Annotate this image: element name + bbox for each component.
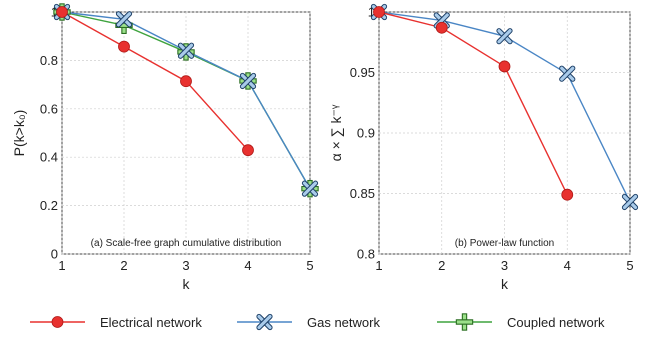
legend-item: Coupled network	[437, 313, 605, 331]
legend-marker	[256, 313, 273, 331]
y-tick-label: 0.4	[40, 150, 58, 165]
series-line-electrical-network	[378, 11, 568, 196]
y-tick-label: 0.6	[40, 101, 58, 116]
legend-marker	[51, 316, 64, 328]
x-tick-label: 1	[58, 258, 65, 273]
data-point-gas-network	[559, 65, 576, 82]
data-point-gas-network	[177, 42, 195, 59]
data-point-electrical-network	[561, 188, 574, 201]
data-point-gas-network	[239, 72, 257, 90]
legend-item: Gas network	[237, 313, 380, 331]
data-point-electrical-network	[242, 144, 254, 157]
x-tick-label: 5	[306, 258, 313, 273]
y-tick-label: 1	[368, 5, 375, 20]
chart-caption: (a) Scale-free graph cumulative distribu…	[91, 238, 282, 249]
x-axis-title: k	[183, 276, 191, 292]
legend-label: Gas network	[307, 315, 380, 330]
y-tick-label: 0.2	[40, 198, 58, 213]
data-point-electrical-network	[435, 21, 448, 34]
x-tick-label: 2	[120, 258, 127, 273]
legend: Electrical network Gas network Coupled net…	[30, 313, 605, 331]
x-tick-label: 4	[564, 258, 571, 273]
y-tick-label: 0.8	[40, 53, 58, 68]
data-point-gas-network	[301, 180, 319, 197]
legend-label: Coupled network	[507, 315, 605, 330]
y-tick-label: 0.85	[350, 186, 375, 201]
x-axis-title: k	[501, 276, 509, 292]
legend-label: Electrical network	[100, 315, 202, 330]
data-point-electrical-network	[118, 40, 130, 53]
y-tick-label: 0.9	[357, 126, 375, 141]
y-axis-title: α × ∑ k⁻ᵞ	[328, 104, 344, 161]
y-axis-title: P(k>k₀)	[11, 110, 27, 157]
x-tick-label: 1	[375, 258, 382, 273]
data-point-electrical-network	[498, 60, 511, 73]
x-tick-label: 4	[244, 258, 251, 273]
y-tick-label: 0.8	[357, 247, 375, 262]
data-point-electrical-network	[56, 6, 68, 18]
x-tick-label: 2	[438, 258, 445, 273]
x-tick-label: 3	[182, 258, 189, 273]
data-point-gas-network	[496, 28, 513, 45]
data-point-electrical-network	[180, 75, 192, 88]
legend-item: Electrical network	[30, 315, 202, 330]
chart-caption: (b) Power-law function	[455, 238, 554, 249]
series-line-electrical-network	[61, 11, 249, 151]
x-tick-label: 5	[626, 258, 633, 273]
y-tick-label: 0.95	[350, 65, 375, 80]
data-point-gas-network	[115, 11, 133, 28]
legend-marker	[455, 313, 474, 331]
data-point-electrical-network	[373, 6, 385, 18]
x-tick-label: 3	[501, 258, 508, 273]
y-tick-label: 0	[51, 247, 58, 262]
data-point-gas-network	[621, 193, 639, 211]
chart-b: 1 2 3 4 5 0.8 0.85 0.9 0.95 1 k α × ∑ k⁻ᵞ (b) Power-…	[328, 3, 639, 292]
